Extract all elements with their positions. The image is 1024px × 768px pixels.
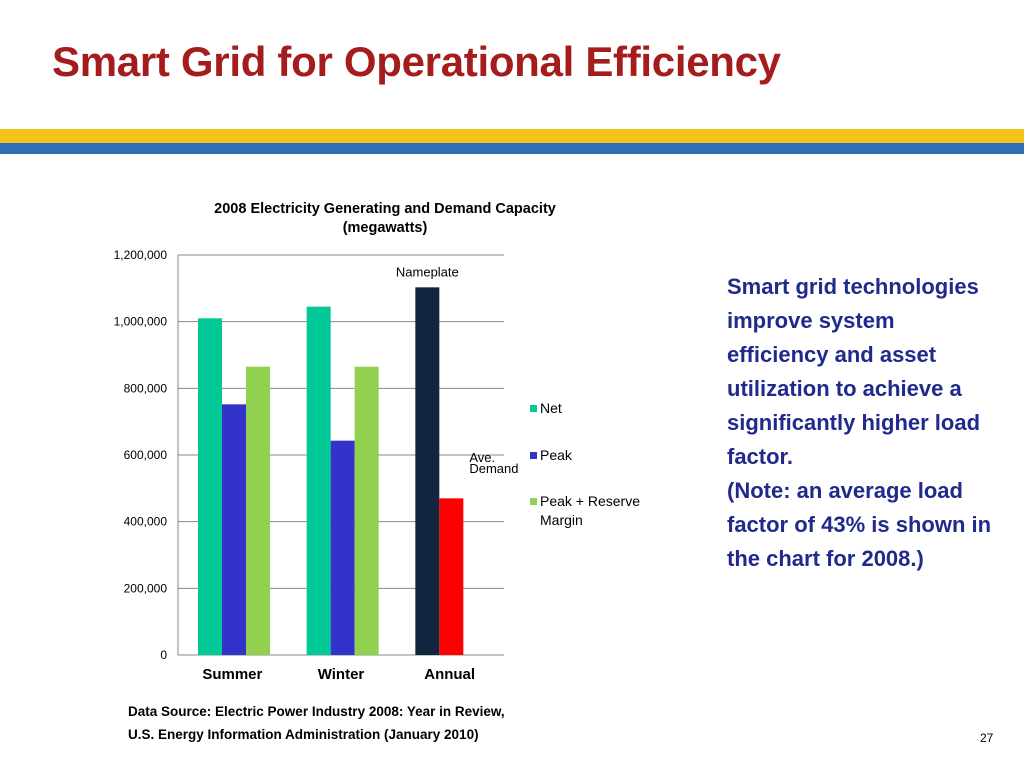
- legend-label-peak-reserve-margin: Peak + Reserve Margin: [540, 493, 640, 528]
- legend-swatch-peak: [530, 452, 537, 459]
- bar-peak-summer: [222, 404, 246, 655]
- header-stripe-blue: [0, 143, 1024, 154]
- y-tick-label: 200,000: [124, 581, 168, 595]
- chart-title: 2008 Electricity Generating and Demand C…: [160, 200, 610, 238]
- chart-title-line-1: 2008 Electricity Generating and Demand C…: [214, 201, 556, 217]
- header-stripe-yellow: [0, 129, 1024, 143]
- y-tick-label: 600,000: [124, 448, 168, 462]
- legend-label-peak: Peak: [540, 447, 573, 463]
- y-tick-label: 0: [160, 648, 167, 662]
- x-category-label: Summer: [202, 666, 262, 683]
- data-source-line-2: U.S. Energy Information Administration (…: [128, 727, 479, 742]
- bar-peak-reserve-margin-winter: [354, 366, 379, 655]
- side-text-block: Smart grid technologies improve system e…: [727, 270, 992, 576]
- y-tick-label: 1,200,000: [114, 248, 168, 262]
- y-tick-label: 1,000,000: [114, 315, 168, 329]
- x-category-label: Winter: [318, 666, 365, 683]
- legend-label-net: Net: [540, 400, 562, 416]
- bar-annotation-ave-demand: Ave. Demand: [469, 450, 518, 476]
- page-number: 27: [980, 731, 994, 745]
- bar-peak-winter: [330, 440, 355, 655]
- bar-net-summer: [198, 318, 222, 655]
- legend-swatch-peak-reserve-margin: [530, 498, 537, 505]
- x-category-label: Annual: [424, 666, 475, 683]
- y-tick-label: 800,000: [124, 381, 168, 395]
- bar-ave-demand-annual: [439, 498, 464, 655]
- side-text-paragraph-2: (Note: an average load factor of 43% is …: [727, 478, 992, 571]
- side-text-paragraph-1: Smart grid technologies improve system e…: [727, 274, 981, 469]
- y-tick-label: 400,000: [124, 515, 168, 529]
- bar-peak-reserve-margin-summer: [246, 366, 270, 655]
- slide-title: Smart Grid for Operational Efficiency: [52, 38, 781, 85]
- chart-title-line-2: (megawatts): [342, 220, 428, 236]
- bar-annotation-nameplate: Nameplate: [396, 264, 459, 279]
- data-source-line-1: Data Source: Electric Power Industry 200…: [128, 704, 505, 719]
- legend-swatch-net: [530, 405, 537, 412]
- bar-nameplate-annual: [415, 287, 440, 655]
- data-source-note: Data Source: Electric Power Industry 200…: [128, 700, 505, 746]
- bar-net-winter: [306, 306, 331, 655]
